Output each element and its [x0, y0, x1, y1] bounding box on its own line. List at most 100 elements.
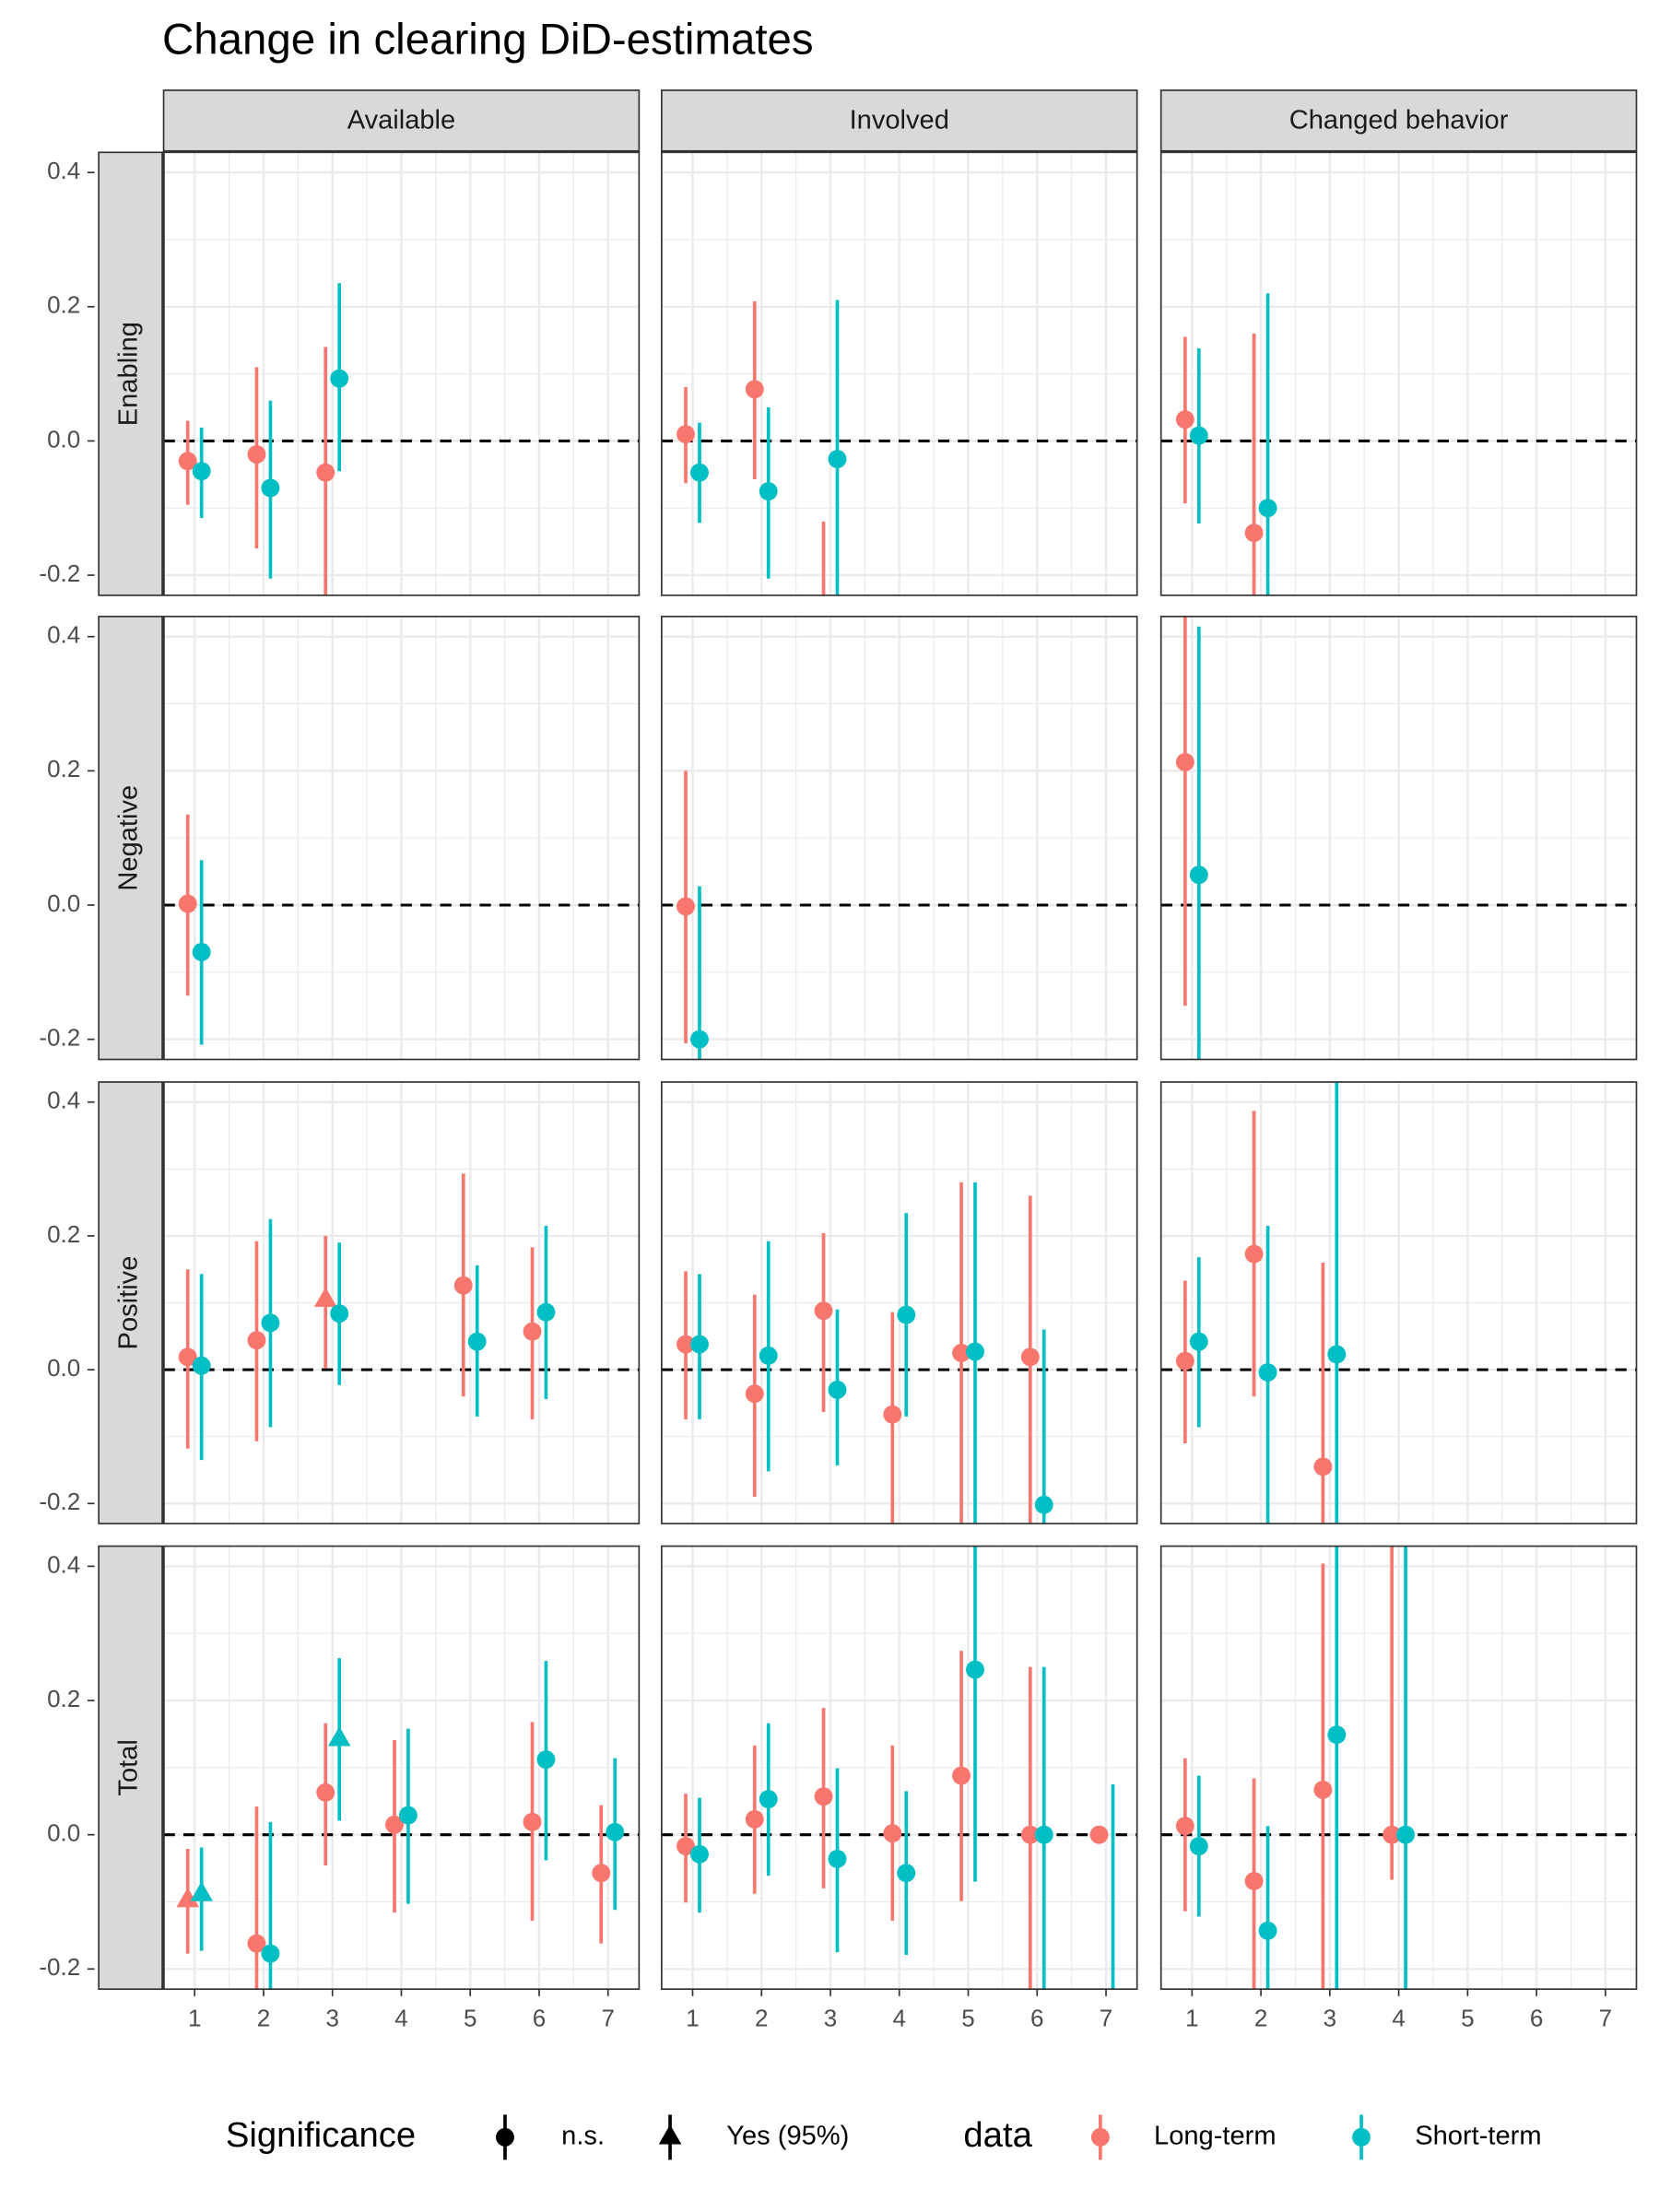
row-label: Positive	[114, 1256, 144, 1350]
panel	[1159, 1545, 1638, 1991]
x-tick-label: 3	[325, 2005, 338, 2032]
point	[453, 1276, 473, 1295]
data-layer	[677, 300, 847, 595]
point	[690, 1844, 709, 1864]
legend-label: Long-term	[1154, 2122, 1277, 2151]
point	[745, 1809, 764, 1829]
point	[247, 445, 266, 464]
column-label: Available	[347, 105, 455, 135]
point	[1244, 524, 1264, 543]
column-strip	[661, 89, 1138, 152]
y-tick-label: 0.4	[47, 621, 80, 649]
point	[966, 1660, 984, 1679]
point	[952, 1766, 971, 1785]
legend-label: n.s.	[561, 2122, 605, 2151]
point	[952, 1344, 971, 1362]
point	[316, 1783, 335, 1802]
legend-title: Significance	[226, 2115, 416, 2155]
panel	[162, 1545, 641, 1991]
point	[897, 1864, 916, 1883]
point-triangle	[176, 1887, 199, 1908]
y-tick-label: 0.4	[47, 1087, 80, 1114]
column-label: Changed behavior	[1289, 105, 1509, 135]
point	[1175, 752, 1194, 771]
point	[1244, 1871, 1264, 1890]
point	[828, 450, 847, 469]
y-tick-label: -0.2	[39, 1024, 80, 1052]
point	[677, 1837, 695, 1856]
point	[1313, 1780, 1333, 1799]
x-tick-label: 5	[961, 2005, 974, 2032]
y-tick-label: 0.4	[47, 1550, 80, 1578]
point-triangle	[313, 1287, 337, 1307]
point	[759, 482, 778, 500]
point	[814, 1787, 833, 1806]
y-tick-label: 0.2	[47, 755, 80, 782]
x-tick-label: 6	[1530, 2005, 1543, 2032]
row-label: Total	[114, 1739, 144, 1795]
point	[1175, 410, 1194, 429]
point	[536, 1302, 556, 1322]
y-tick-label: 0.2	[47, 291, 80, 319]
panel	[1159, 616, 1638, 1061]
point	[1244, 1244, 1264, 1264]
row-strip	[98, 151, 163, 596]
point	[261, 1944, 280, 1963]
data-layer	[178, 814, 211, 1045]
data-layer	[677, 1546, 1115, 1990]
panel	[661, 1545, 1138, 1991]
point	[1258, 1363, 1277, 1382]
x-tick-label: 6	[533, 2005, 546, 2032]
legend-title: data	[963, 2115, 1032, 2155]
column-strip	[162, 89, 641, 152]
y-tick-label: 0.0	[47, 1354, 80, 1382]
point	[690, 1030, 709, 1049]
y-tick-label: 0.0	[47, 889, 80, 917]
y-tick-label: -0.2	[39, 1953, 80, 1981]
point	[966, 1342, 984, 1361]
point	[192, 1356, 211, 1375]
panel	[661, 616, 1138, 1061]
point	[677, 1335, 695, 1354]
x-tick-label: 3	[1324, 2005, 1336, 2032]
row-label: Enabling	[114, 322, 144, 426]
data-layer	[1175, 1546, 1416, 1990]
point	[1089, 1825, 1109, 1844]
panel	[162, 151, 641, 596]
x-tick-label: 3	[824, 2005, 837, 2032]
point	[606, 1822, 625, 1841]
x-tick-label: 4	[1392, 2005, 1405, 2032]
point	[828, 1849, 847, 1868]
column-label: Involved	[850, 105, 949, 135]
x-tick-label: 4	[893, 2005, 906, 2032]
x-tick-label: 4	[394, 2005, 407, 2032]
y-tick-label: 0.2	[47, 1220, 80, 1248]
point	[536, 1750, 556, 1770]
point	[1189, 1332, 1208, 1351]
point	[883, 1405, 902, 1424]
point	[1189, 426, 1208, 445]
point	[1189, 1837, 1208, 1856]
point	[398, 1806, 418, 1825]
point	[677, 425, 695, 444]
legend-label: Short-term	[1415, 2122, 1541, 2151]
y-tick-label: -0.2	[39, 1488, 80, 1515]
point	[1034, 1495, 1053, 1514]
point	[261, 478, 280, 498]
point	[1175, 1351, 1194, 1371]
point	[523, 1322, 542, 1341]
point	[1189, 865, 1208, 885]
x-tick-label: 1	[686, 2005, 699, 2032]
point	[330, 1304, 349, 1324]
data-layer	[1175, 1081, 1347, 1524]
point-triangle	[327, 1726, 351, 1747]
point-triangle	[190, 1881, 213, 1901]
point	[192, 462, 211, 481]
point	[690, 463, 709, 482]
point	[1258, 499, 1277, 518]
y-tick-label: -0.2	[39, 559, 80, 587]
point	[1258, 1921, 1277, 1940]
point	[178, 1347, 197, 1367]
point	[1020, 1825, 1040, 1844]
point	[247, 1934, 266, 1953]
